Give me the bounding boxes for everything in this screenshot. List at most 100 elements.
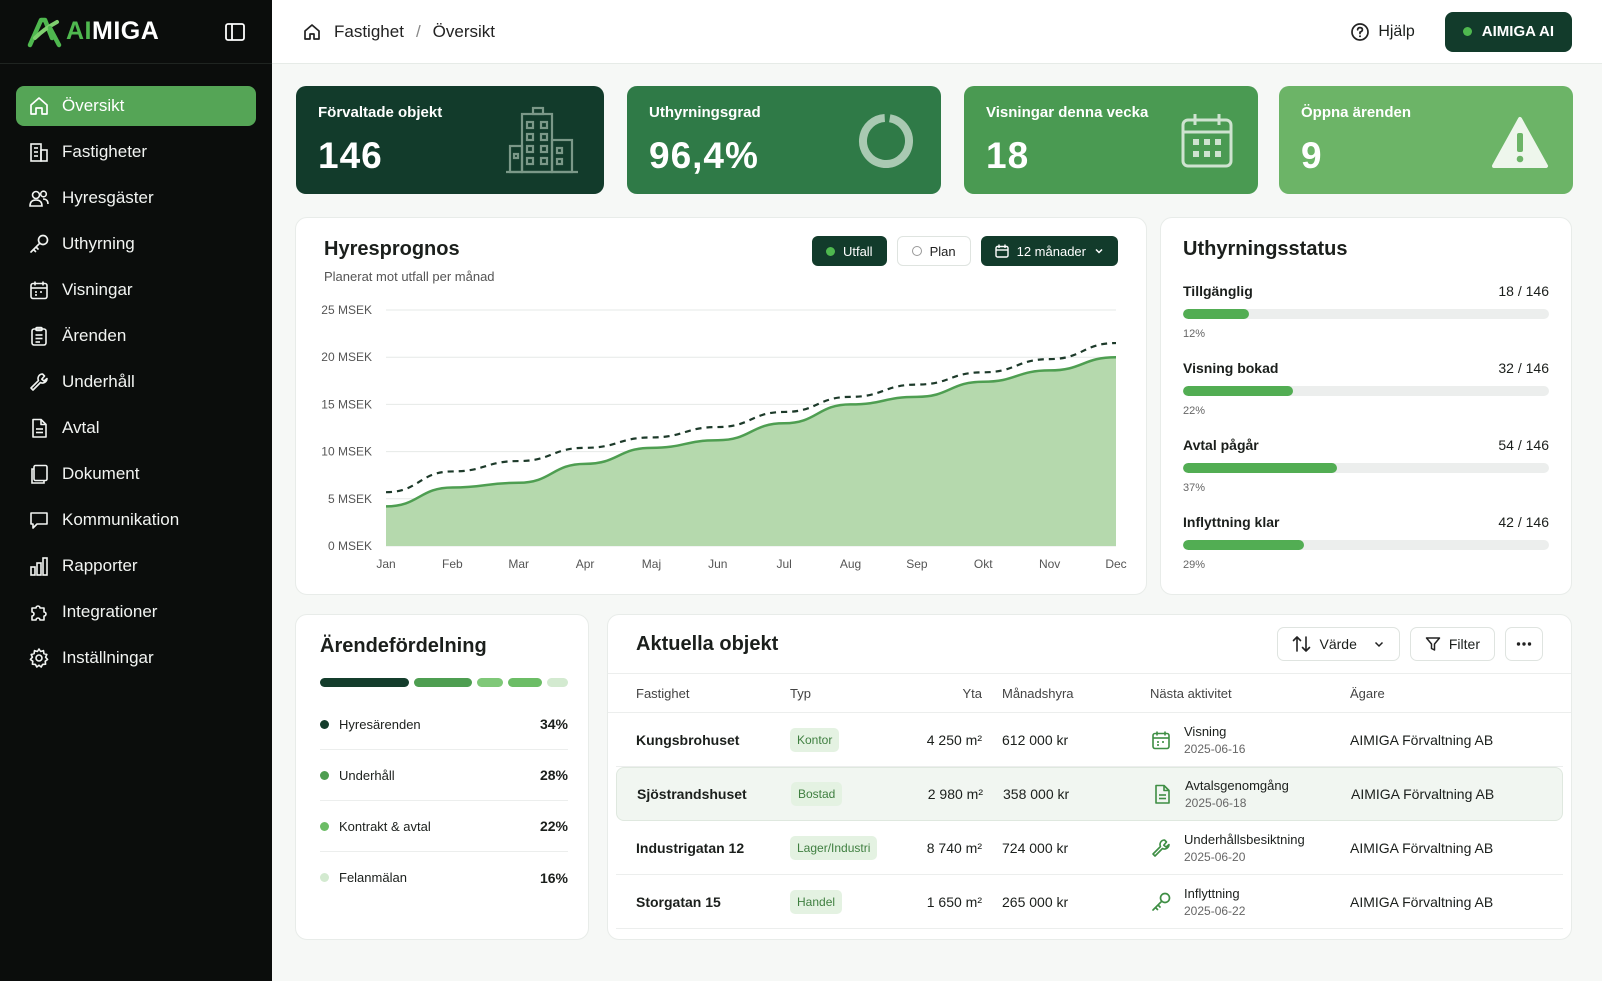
property-name[interactable]: Sjöstrandshuset — [637, 786, 747, 802]
x-tick-label: Jan — [376, 557, 395, 571]
sidebar-item-4[interactable]: Visningar — [16, 270, 256, 310]
sidebar-item-label: Kommunikation — [62, 510, 180, 529]
legend-label: Utfall — [842, 243, 873, 259]
breadcrumb-item[interactable]: Fastighet — [334, 21, 404, 41]
status-row[interactable]: Inflyttning klar 42 / 146 29% — [1183, 514, 1549, 571]
distribution-row[interactable]: Felanmälan 16% — [320, 852, 568, 903]
kpi-label: Uthyrningsgrad — [649, 104, 761, 121]
y-tick-label: 5 MSEK — [328, 492, 372, 506]
legend-plan-toggle[interactable]: Plan — [896, 236, 971, 266]
status-row[interactable]: Tillgänglig 18 / 146 12% — [1183, 283, 1549, 340]
sidebar-item-6[interactable]: Underhåll — [16, 362, 256, 402]
sidebar-item-label: Avtal — [62, 418, 100, 437]
sidebar-item-11[interactable]: Integrationer — [16, 592, 256, 632]
forecast-chart: 0 MSEK 5 MSEK 10 MSEK 15 MSEK 20 MSEK 25 MSEK… — [321, 303, 1126, 571]
series-area-utfall — [386, 357, 1116, 546]
sidebar-item-10[interactable]: Rapporter — [16, 546, 256, 586]
ai-assistant-button[interactable]: AIMIGA AI — [1444, 11, 1572, 52]
sidebar-item-label: Integrationer — [62, 602, 158, 621]
property-name[interactable]: Industrigatan 12 — [636, 839, 745, 856]
kpi-managed-objects[interactable]: Förvaltade objekt 146 — [296, 86, 604, 194]
area-cell: 8 740 m² — [926, 839, 982, 856]
donut-icon — [859, 114, 913, 169]
type-badge: Lager/Industri — [790, 835, 878, 860]
activity-cell[interactable]: Underhållsbesiktning 2025-06-20 — [1150, 832, 1350, 864]
sidebar: AIMIGA Översikt Fastigheter Hyresgäster … — [0, 0, 272, 981]
kpi-label: Visningar denna vecka — [986, 104, 1149, 121]
property-name[interactable]: Storgatan 15 — [636, 893, 721, 910]
sidebar-item-12[interactable]: Inställningar — [16, 638, 256, 678]
activity-cell[interactable]: Avtalsgenomgång 2025-06-18 — [1151, 778, 1351, 810]
x-tick-label: Jul — [777, 557, 792, 571]
kpi-viewings-this-week[interactable]: Visningar denna vecka 18 — [964, 86, 1258, 194]
sidebar-item-1[interactable]: Fastigheter — [16, 132, 256, 172]
distribution-label: Hyresärenden — [339, 716, 421, 732]
more-options-button[interactable] — [1505, 627, 1543, 661]
activity-cell[interactable]: Inflyttning 2025-06-22 — [1150, 886, 1350, 918]
sidebar-item-8[interactable]: Dokument — [16, 454, 256, 494]
sidebar-item-5[interactable]: Ärenden — [16, 316, 256, 356]
x-tick-label: Aug — [840, 557, 861, 571]
column-header[interactable]: Typ — [790, 685, 811, 701]
status-row[interactable]: Avtal pågår 54 / 146 37% — [1183, 437, 1549, 494]
activity-date: 2025-06-16 — [1184, 741, 1246, 756]
distribution-row[interactable]: Kontrakt & avtal 22% — [320, 801, 568, 852]
column-header[interactable]: Yta — [962, 685, 982, 701]
distribution-value: 28% — [539, 767, 568, 783]
area-cell: 2 980 m² — [927, 786, 983, 802]
home-icon[interactable] — [302, 22, 322, 42]
status-row[interactable]: Visning bokad 32 / 146 22% — [1183, 360, 1549, 417]
sidebar-item-0[interactable]: Översikt — [16, 86, 256, 126]
card-title: Ärendefördelning — [320, 635, 487, 657]
period-select[interactable]: 12 månader — [980, 236, 1118, 266]
table-row[interactable]: Sjöstrandshuset Bostad 2 980 m² 358 000 … — [616, 767, 1563, 821]
activity-cell[interactable]: Visning 2025-06-16 — [1150, 724, 1350, 756]
distribution-value: 34% — [539, 716, 568, 732]
distribution-row[interactable]: Underhåll 28% — [320, 750, 568, 801]
x-tick-label: Nov — [1039, 557, 1060, 571]
column-header[interactable]: Månadshyra — [1002, 685, 1074, 701]
table-row[interactable]: Industrigatan 12 Lager/Industri 8 740 m²… — [616, 821, 1563, 875]
rental-status-card: Uthyrningsstatus Tillgänglig 18 / 146 12… — [1160, 217, 1572, 595]
legend-actual-toggle[interactable]: Utfall — [811, 236, 887, 266]
series-line-utfall — [385, 355, 1117, 508]
card-title: Hyresprognos — [324, 238, 460, 260]
kpi-occupancy-rate[interactable]: Uthyrningsgrad 96,4% — [627, 86, 941, 194]
column-header[interactable]: Fastighet — [636, 685, 690, 701]
table-row[interactable]: Kungsbrohuset Kontor 4 250 m² 612 000 kr… — [616, 713, 1563, 767]
status-label: Tillgänglig — [1183, 283, 1253, 299]
filter-button[interactable]: Filter — [1409, 627, 1495, 661]
property-name[interactable]: Kungsbrohuset — [636, 731, 740, 748]
wrench-icon — [1152, 838, 1170, 857]
sidebar-toggle-icon[interactable] — [224, 21, 246, 43]
series-line-plan — [385, 341, 1117, 494]
sidebar-item-label: Översikt — [62, 96, 125, 115]
sidebar-item-9[interactable]: Kommunikation — [16, 500, 256, 540]
sidebar-item-3[interactable]: Uthyrning — [16, 224, 256, 264]
logo[interactable]: AIMIGA — [26, 14, 159, 50]
distribution-row[interactable]: Hyresärenden 34% — [320, 699, 568, 750]
column-header[interactable]: Nästa aktivitet — [1150, 685, 1232, 701]
rent-cell: 724 000 kr — [1002, 839, 1069, 856]
bar-chart-icon — [30, 557, 48, 576]
breadcrumb-separator: / — [415, 21, 421, 41]
table-row[interactable]: Storgatan 15 Handel 1 650 m² 265 000 kr … — [616, 875, 1563, 929]
card-title: Aktuella objekt — [636, 632, 779, 655]
calendar-icon — [1181, 114, 1233, 168]
legend-dot — [911, 246, 922, 256]
sidebar-item-7[interactable]: Avtal — [16, 408, 256, 448]
column-header[interactable]: Ägare — [1350, 685, 1385, 701]
building-icon — [30, 143, 48, 162]
sidebar-item-label: Inställningar — [62, 648, 154, 667]
sort-dropdown[interactable]: Värde — [1276, 627, 1400, 661]
kpi-open-cases[interactable]: Öppna ärenden 9 — [1279, 86, 1573, 194]
x-tick-label: Feb — [442, 557, 463, 571]
status-progress-bar — [1183, 463, 1549, 473]
sidebar-item-2[interactable]: Hyresgäster — [16, 178, 256, 218]
legend-label: Plan — [929, 243, 956, 259]
rent-forecast-card: Hyresprognos Planerat mot utfall per mån… — [295, 217, 1147, 595]
type-cell: Bostad — [791, 782, 903, 806]
distribution-bar — [320, 678, 568, 687]
help-button[interactable]: Hjälp — [1350, 22, 1415, 42]
activity-date: 2025-06-18 — [1185, 796, 1247, 810]
